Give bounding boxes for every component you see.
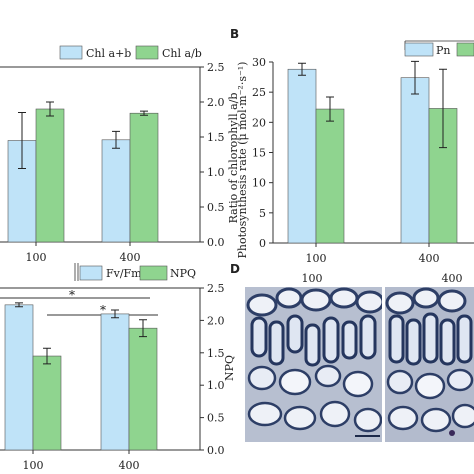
legend-c-series-b-label: NPQ (170, 267, 196, 280)
legend-a-series-a-label: Chl a+b (86, 47, 131, 60)
x-tick-label: 100 (26, 251, 47, 264)
y-tick-label: 0.0 (207, 236, 225, 249)
ylabel-c: NPQ (223, 355, 236, 381)
y-tick-label: 20 (252, 116, 266, 129)
bar (4, 304, 34, 451)
y-tick-label: 2.5 (207, 282, 225, 295)
x-tick-label: 400 (119, 459, 140, 472)
y-tick-label: 0.0 (207, 444, 225, 457)
y-tick-label: 2.0 (207, 96, 225, 109)
legend-b-series-b-swatch (456, 42, 474, 57)
bar (287, 68, 317, 244)
error-bar (439, 68, 447, 149)
legend-b-series-a-label: Pn (436, 44, 451, 57)
legend-a-series-a-swatch (59, 45, 83, 60)
y-tick-label: 2.5 (207, 61, 225, 74)
bar (35, 108, 65, 243)
y-tick-label: 25 (252, 86, 266, 99)
y-tick-label: 0 (259, 237, 266, 250)
error-bar (298, 62, 306, 76)
y-tick-label: 2.0 (207, 314, 225, 327)
y-tick-label: 1.5 (207, 131, 225, 144)
legend-a-series-b-label: Chl a/b (162, 47, 202, 60)
micrograph-image-100 (245, 287, 382, 442)
error-bar (46, 101, 54, 117)
y-tick-label: 5 (259, 207, 266, 220)
error-bar (112, 130, 120, 149)
legend-c-series-a-swatch (79, 265, 103, 281)
ylabel-b: Photosynthesis rate (μ mol·m⁻²·s⁻¹) (236, 62, 249, 259)
bar (129, 112, 159, 243)
chart-panel-b: Pn 0 5 10 15 20 25 30 100 400 Photosynthesis rat… (236, 40, 474, 265)
y-tick-label: 10 (252, 177, 266, 190)
x-tick-label: 100 (23, 459, 44, 472)
error-bar (111, 309, 119, 319)
y-tick-label: 0.5 (207, 201, 225, 214)
legend-b-series-a-swatch (404, 42, 434, 57)
bar (400, 77, 430, 244)
micrograph-image-400 (385, 287, 474, 442)
significance-star-1: * (69, 288, 75, 302)
micrograph-label-400: 400 (442, 272, 463, 285)
y-tick-label: 30 (252, 56, 266, 69)
y-tick-label: 1.0 (207, 166, 225, 179)
error-bar (18, 112, 26, 169)
error-bar (139, 319, 147, 338)
micrograph-label-100: 100 (302, 272, 323, 285)
bar (315, 108, 345, 244)
error-bar (140, 110, 148, 116)
legend-a-series-b-swatch (135, 45, 159, 60)
legend-c-series-b-swatch (139, 265, 168, 281)
error-bar (15, 302, 23, 308)
bar (128, 327, 158, 451)
y-tick-label: 1.0 (207, 379, 225, 392)
bar (32, 355, 62, 451)
x-tick-label: 400 (120, 251, 141, 264)
y-tick-label: 15 (252, 147, 266, 160)
error-bar (43, 347, 51, 365)
x-tick-label: 400 (419, 252, 440, 265)
error-bar (411, 60, 419, 95)
chart-panel-c: Fv/Fm NPQ * * 0.0 0.5 1.0 1.5 2.0 2.5 100 400 N… (0, 263, 236, 472)
error-bar (326, 96, 334, 122)
panel-letter-d: D (230, 262, 240, 276)
y-tick-label: 0.5 (207, 412, 225, 425)
micrograph-panel-d: 100 400 (245, 272, 474, 442)
significance-star-2: * (100, 303, 106, 317)
marks-a: 0.0 0.5 1.0 1.5 2.0 2.5 100 400 (7, 61, 225, 264)
y-tick-label: 1.5 (207, 347, 225, 360)
bar (101, 139, 131, 243)
chart-panel-a: Chl a+b Chl a/b 0.0 0.5 1.0 1.5 2.0 2.5 100 400… (0, 45, 240, 264)
x-tick-label: 100 (306, 252, 327, 265)
ylabel-a: Ratio of chlorophyll a/b (227, 93, 240, 224)
bar (100, 313, 130, 451)
panel-letter-b: B (230, 27, 239, 41)
legend-c-series-a-label: Fv/Fm (106, 267, 142, 280)
marks-c: 0.0 0.5 1.0 1.5 2.0 2.5 100 400 (4, 282, 225, 472)
marks-b: 0 5 10 15 20 25 30 100 400 (252, 56, 458, 265)
